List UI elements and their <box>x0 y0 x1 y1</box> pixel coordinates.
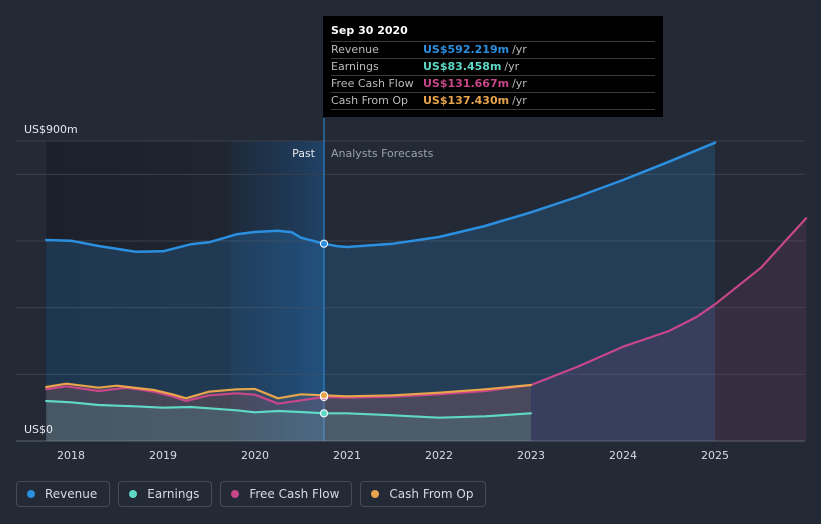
tooltip-unit: /yr <box>512 43 527 56</box>
x-tick-label: 2021 <box>333 449 361 462</box>
tooltip-row-earnings: Earnings US$83.458m /yr <box>331 59 655 76</box>
revenue-area <box>46 142 715 441</box>
tooltip-unit: /yr <box>512 77 527 90</box>
tooltip-row-revenue: Revenue US$592.219m /yr <box>331 42 655 59</box>
x-tick-label: 2019 <box>149 449 177 462</box>
tooltip-label: Revenue <box>331 43 379 56</box>
y-axis-top-label: US$900m <box>24 123 78 136</box>
tooltip-value: US$592.219m <box>423 43 510 56</box>
earnings-marker <box>319 409 329 418</box>
y-axis-bottom-label: US$0 <box>24 423 53 436</box>
free-cash-flow-dot-icon <box>231 490 240 498</box>
revenue-dot-icon <box>27 490 35 498</box>
tooltip-row-free-cash-flow: Free Cash Flow US$131.667m /yr <box>331 76 655 93</box>
x-tick-label: 2023 <box>517 449 545 462</box>
cash-from-op-marker <box>319 391 329 400</box>
tooltip-label: Cash From Op <box>331 94 409 107</box>
legend-label: Revenue <box>45 487 98 501</box>
legend-label: Earnings <box>147 487 200 501</box>
past-label: Past <box>292 147 316 160</box>
revenue-marker <box>319 239 329 248</box>
tooltip-value: US$83.458m <box>423 60 502 73</box>
earnings-line <box>45 399 533 419</box>
legend-item-cash-from-op[interactable]: Cash From Op <box>360 481 487 507</box>
legend-label: Cash From Op <box>389 487 474 501</box>
x-tick-label: 2018 <box>57 449 85 462</box>
tooltip-label: Free Cash Flow <box>331 77 414 90</box>
tooltip-unit: /yr <box>504 60 520 73</box>
x-tick-label: 2024 <box>609 449 637 462</box>
tooltip-value: US$131.667m <box>423 77 510 90</box>
cash-from-op-line <box>45 382 533 400</box>
free-cash-flow-area <box>46 218 807 441</box>
tooltip-label: Earnings <box>331 60 379 73</box>
tooltip-date: Sep 30 2020 <box>331 23 655 42</box>
legend-item-earnings[interactable]: Earnings <box>118 481 213 507</box>
forecast-label: Analysts Forecasts <box>331 147 434 160</box>
legend-item-revenue[interactable]: Revenue <box>16 481 111 507</box>
x-tick-label: 2020 <box>241 449 269 462</box>
legend: Revenue Earnings Free Cash Flow Cash Fro… <box>16 481 487 507</box>
tooltip-row-cash-from-op: Cash From Op US$137.430m /yr <box>331 93 655 110</box>
hover-band <box>231 141 324 441</box>
legend-item-free-cash-flow[interactable]: Free Cash Flow <box>220 481 353 507</box>
revenue-line <box>44 141 717 253</box>
tooltip: Sep 30 2020 Revenue US$592.219m /yr Earn… <box>323 16 663 117</box>
earnings-dot-icon <box>129 490 138 498</box>
tooltip-unit: /yr <box>512 94 527 107</box>
cash-from-op-dot-icon <box>371 490 380 498</box>
legend-label: Free Cash Flow <box>249 487 340 501</box>
earnings-area <box>46 401 531 441</box>
x-tick-label: 2022 <box>425 449 453 462</box>
tooltip-value: US$137.430m <box>423 94 510 107</box>
x-tick-label: 2025 <box>701 449 729 462</box>
